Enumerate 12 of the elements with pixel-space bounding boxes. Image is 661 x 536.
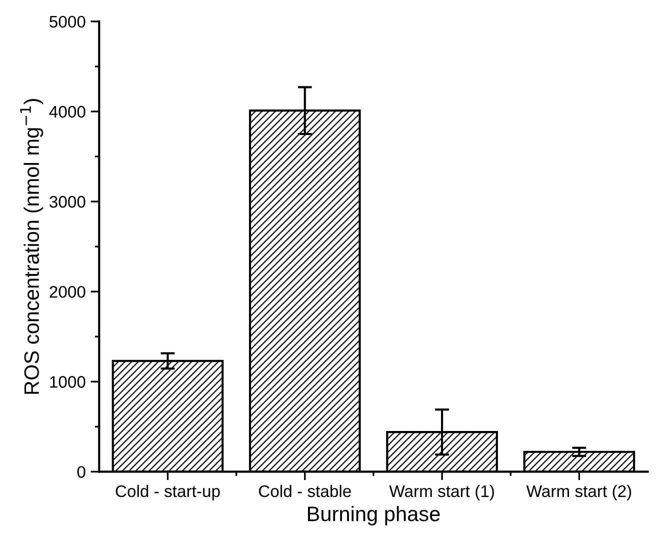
y-tick-label: 5000 — [50, 16, 86, 28]
x-axis-title: Burning phase — [308, 506, 440, 526]
x-tick-label: Cold - stable — [258, 484, 351, 498]
x-tick-label: Cold - start-up — [116, 484, 220, 500]
x-tick-label: Warm start (1) — [389, 484, 494, 500]
y-tick-label: 4000 — [49, 106, 86, 118]
y-axis-title: ROS concentration (nmol mg$^{−1}$) — [20, 98, 44, 394]
y-tick-label: 0 — [77, 466, 86, 478]
y-tick-label: 2000 — [50, 286, 86, 298]
y-tick-label: 1000 — [50, 376, 86, 388]
x-tick-label: Warm start (2) — [526, 484, 632, 500]
y-tick-label: 3000 — [50, 196, 86, 208]
